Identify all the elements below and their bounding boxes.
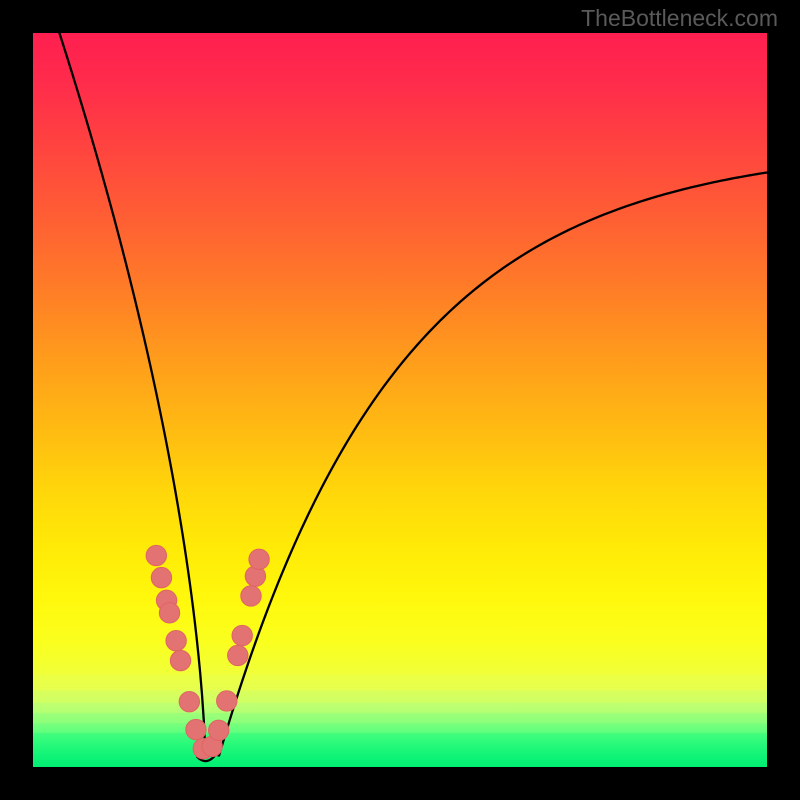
data-marker [166, 631, 186, 651]
data-marker [228, 645, 248, 665]
data-marker [146, 545, 166, 565]
data-marker [232, 625, 252, 645]
data-marker [186, 719, 206, 739]
data-marker [241, 586, 261, 606]
watermark-text: TheBottleneck.com [581, 5, 778, 32]
data-marker [217, 691, 237, 711]
data-marker [151, 567, 171, 587]
chart-svg [0, 0, 800, 800]
data-marker [249, 549, 269, 569]
data-marker [209, 720, 229, 740]
plot-gradient-area [33, 33, 767, 767]
data-marker [159, 603, 179, 623]
data-marker [179, 691, 199, 711]
chart-stage: TheBottleneck.com [0, 0, 800, 800]
data-marker [170, 650, 190, 670]
